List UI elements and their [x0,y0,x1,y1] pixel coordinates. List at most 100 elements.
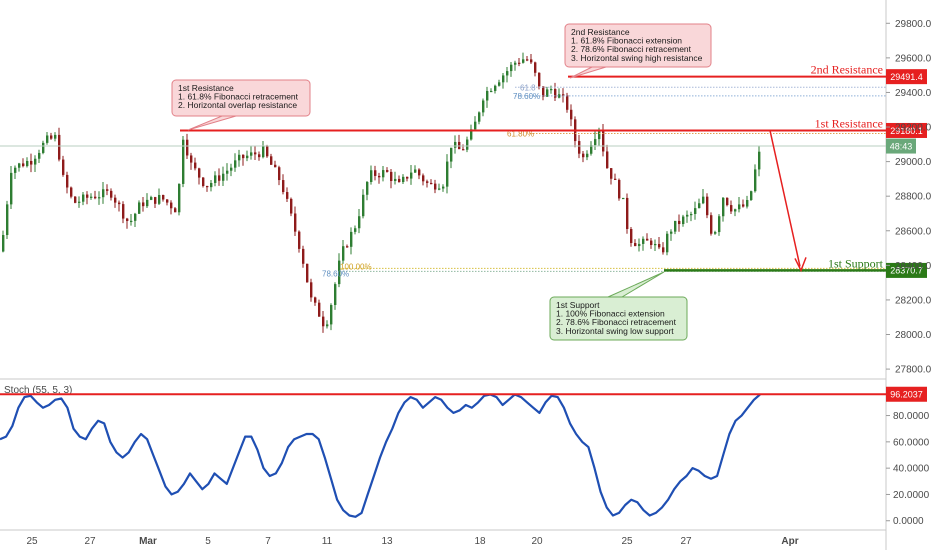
candle-body [382,170,385,178]
fib-label-786: 78.60% [513,92,540,101]
candle-body [538,72,541,87]
1st-support-callout-line: 1st Support [556,300,600,310]
candle-body [274,164,277,168]
price-tick-label: 29000.0 [895,157,932,168]
candle-body [490,90,493,93]
1st-support-callout-line: 3. Horizontal swing low support [556,326,674,336]
time-tick-label: 27 [84,536,96,547]
candle-body [442,186,445,189]
candle-body [6,204,9,236]
candle-body [214,175,217,183]
candle-body [182,139,185,184]
time-tick-label: Mar [139,536,157,547]
candle-body [346,246,349,248]
candle-body [630,228,633,244]
candle-body [326,324,329,327]
fib-label-100: 100.00% [340,262,372,271]
candle-body [554,89,557,98]
candle-body [730,205,733,212]
candle-body [318,302,321,317]
candle-body [62,159,65,175]
candle-body [146,199,149,207]
candle-body [694,208,697,214]
candle-body [610,168,613,179]
candle-body [562,94,565,96]
candle-body [646,238,649,241]
candle-body [126,218,129,222]
candle-body [218,175,221,181]
price-tick-label: 29800.0 [895,19,932,30]
stoch-value-text: 96.2037 [890,390,923,400]
candle-body [446,161,449,187]
candle-body [410,172,413,179]
candle-body [670,231,673,234]
candle-body [230,167,233,171]
candle-body [434,183,437,190]
candle-body [594,139,597,146]
candle-body [506,71,509,76]
candle-body [290,198,293,214]
candle-body [718,216,721,233]
level-price-box-1 [886,69,927,85]
candle-body [262,146,265,158]
stoch-title: Stoch (55, 5, 3) [4,385,72,396]
candle-body [494,85,497,91]
time-tick-label: 13 [381,536,393,547]
1st-resistance-callout-line: 1. 61.8% Fibonacci retracement [178,92,299,102]
stoch-tick-label: 20.0000 [893,490,930,501]
candle-body [458,141,461,150]
arrow-head [794,257,807,273]
fib-label-618: 61.80% [507,129,534,138]
candle-body [518,62,521,64]
stochastic-panel: Stoch (55, 5, 3) 80.0000 60.0000 40.0000 20.… [0,385,930,527]
candle-body [278,167,281,181]
candle-body [682,216,685,225]
fib-label-618-ext: 61.8 [520,83,536,92]
candle-body [370,170,373,183]
candle-body [134,213,137,221]
candle-body [310,282,313,298]
level-price-box-3 [886,262,927,278]
candle-body [678,220,681,225]
candle-body [546,89,549,97]
candle-body [282,180,285,193]
candle-body [254,152,257,155]
1st-resistance-callout-box [171,79,311,117]
candle-body [158,195,161,204]
time-tick-label: Apr [781,536,798,547]
candle-body [758,151,761,170]
1st-support-callout-line: 2. 78.6% Fibonacci retracement [556,317,677,327]
candle-body [614,178,617,180]
candle-body [378,175,381,178]
price-tick-label: 28600.0 [895,226,932,237]
candle-body [622,197,625,200]
candle-body [194,162,197,169]
candle-body [510,64,513,72]
candle-body [534,62,537,73]
candle-body [330,304,333,325]
candle-body [642,238,645,244]
candle-body [18,163,21,168]
price-tick-label: 28800.0 [895,192,932,203]
candle-body [606,151,609,169]
candle-body [714,232,717,234]
candle-body [86,194,89,198]
candle-body [706,196,709,216]
candle-body [50,135,53,139]
2nd-resistance-callout-line: 2. 78.6% Fibonacci retracement [571,44,692,54]
price-axis: 29800.0 29600.0 29400.0 29200.0 29000.0 28800… [886,19,932,376]
candle-body [74,196,77,203]
candle-body [626,197,629,229]
time-tick-label: 25 [621,536,633,547]
candle-body [402,176,405,183]
candle-body [238,154,241,161]
1st-resistance-callout-line: 1st Resistance [178,83,234,93]
candle-body [266,146,269,157]
candle-body [590,145,593,154]
candle-body [598,129,601,140]
candle-body [702,196,705,204]
candle-body [178,183,181,213]
candle-body [394,178,397,182]
